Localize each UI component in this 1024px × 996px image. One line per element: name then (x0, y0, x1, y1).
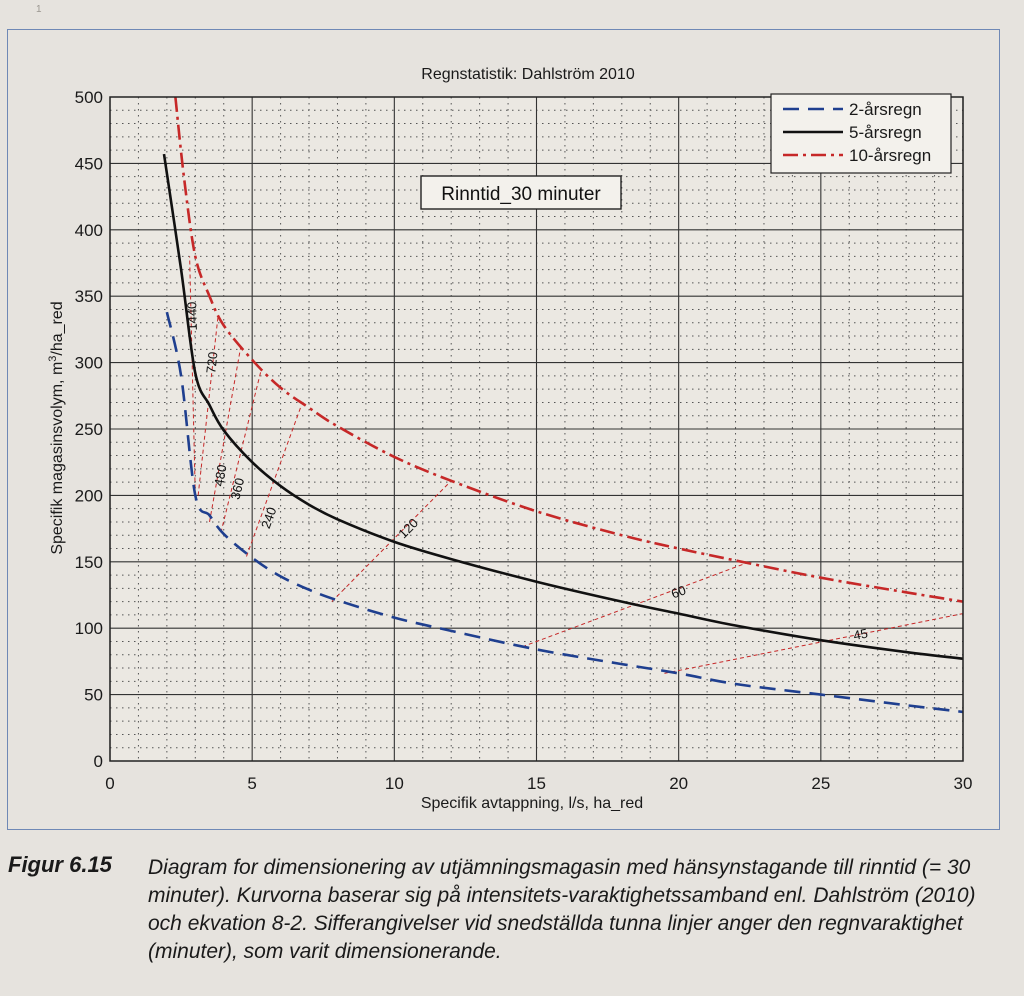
y-tick-label: 0 (94, 752, 103, 771)
x-tick-label: 20 (669, 774, 688, 793)
x-tick-label: 5 (247, 774, 256, 793)
x-tick-label: 25 (811, 774, 830, 793)
series-line (174, 96, 964, 603)
duration-label: 480 (211, 463, 230, 487)
x-tick-label: 15 (527, 774, 546, 793)
legend-label: 2-årsregn (849, 100, 922, 119)
series-line (165, 311, 964, 714)
caption-text: Diagram for dimensionering av utjämnings… (148, 856, 976, 963)
y-tick-label: 250 (75, 420, 103, 439)
plot-area (109, 96, 964, 762)
annotation-text: Rinntid_30 minuter (441, 184, 601, 205)
x-tick-label: 10 (385, 774, 404, 793)
y-axis-label: Specifik magasinsvolym, m3/ha_red (47, 301, 66, 554)
duration-label: 60 (669, 582, 688, 601)
legend: 2-årsregn 5-årsregn 10-årsregn (770, 93, 952, 174)
y-tick-label: 100 (75, 619, 103, 638)
x-tick-label: 30 (954, 774, 973, 793)
figure-frame (7, 29, 1000, 830)
legend-label: 10-årsregn (849, 146, 931, 165)
caption-label: Figur 6.15 (8, 852, 112, 877)
y-tick-label: 50 (84, 686, 103, 705)
legend-label: 5-årsregn (849, 123, 922, 142)
y-tick-label: 500 (75, 88, 103, 107)
grid (109, 96, 964, 762)
x-axis-label: Specifik avtappning, l/s, ha_red (421, 795, 643, 812)
y-tick-label: 200 (75, 486, 103, 505)
duration-label: 45 (852, 626, 869, 644)
y-tick-label: 400 (75, 221, 103, 240)
x-tick-label: 0 (105, 774, 114, 793)
duration-label: 360 (228, 476, 248, 501)
y-tick-label: 350 (75, 287, 103, 306)
duration-label: 240 (258, 505, 280, 531)
duration-line (664, 613, 964, 674)
duration-label: 720 (203, 351, 220, 374)
chart-title: Regnstatistik: Dahlström 2010 (421, 66, 635, 83)
series-lines (162, 96, 964, 714)
legend-box (770, 93, 952, 174)
duration-line (209, 346, 242, 523)
tick-labels: 0 5 10 15 20 25 300501001502002503003504004505… (75, 88, 973, 793)
duration-line (197, 316, 219, 496)
y-tick-label: 450 (75, 154, 103, 173)
y-tick-label: 300 (75, 354, 103, 373)
annotation-box: Rinntid_30 minuter (420, 175, 622, 210)
page-number-mark: 1 (36, 4, 42, 15)
duration-line (189, 256, 196, 496)
y-tick-label: 150 (75, 553, 103, 572)
series-line (162, 153, 964, 660)
